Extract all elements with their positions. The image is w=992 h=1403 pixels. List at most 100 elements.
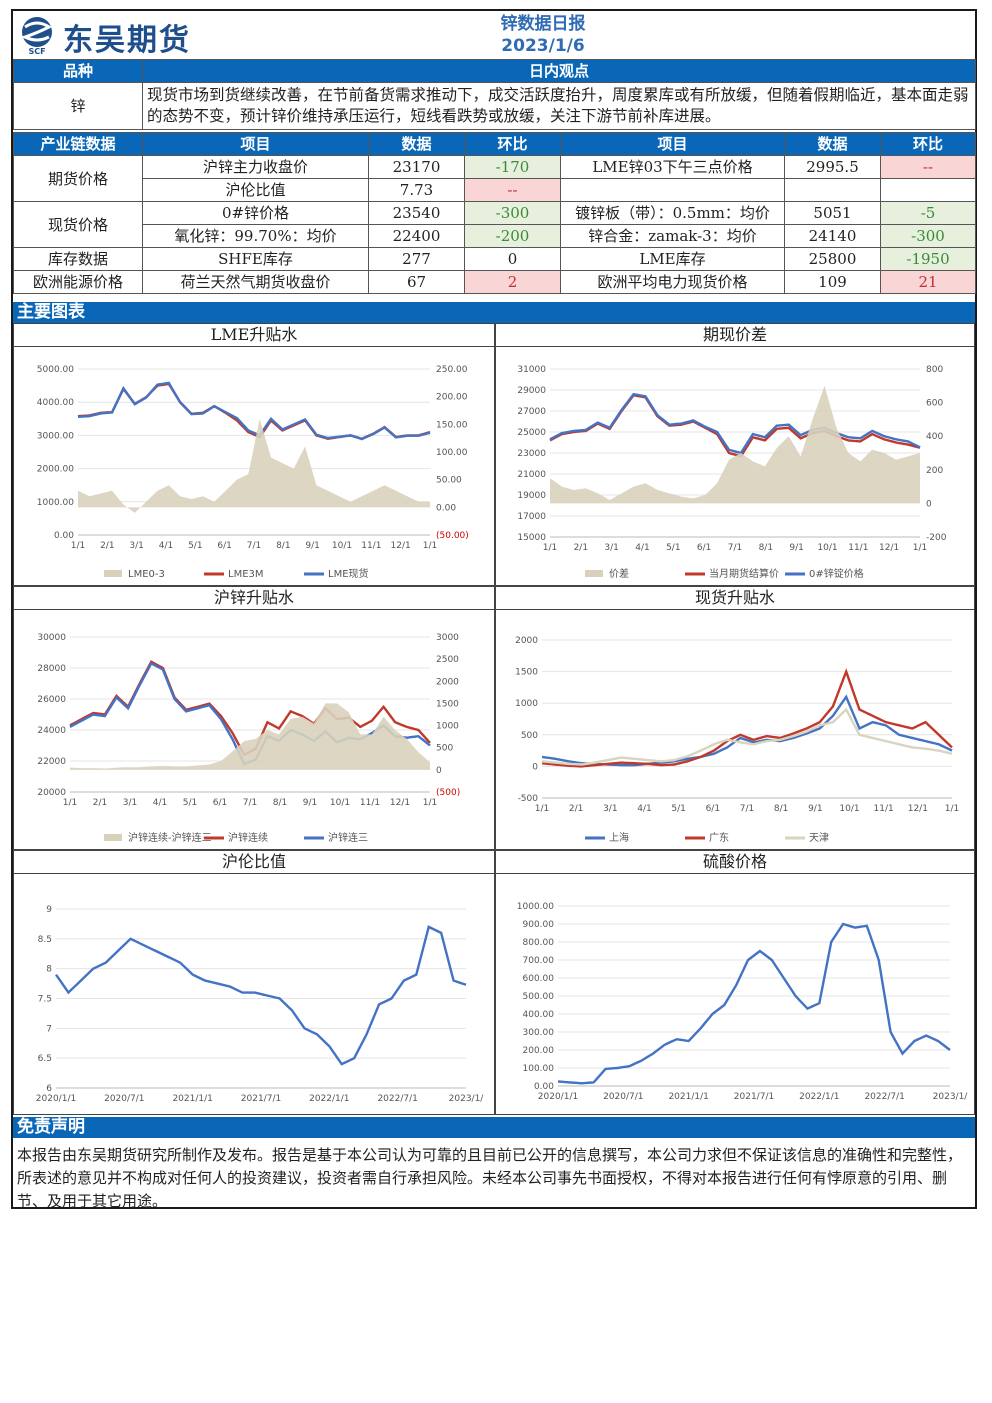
line-series xyxy=(541,668,953,768)
item-change: -300 xyxy=(880,224,976,248)
x-tick-label: 12/1 xyxy=(390,798,410,808)
item-value: 25800 xyxy=(784,247,881,271)
line-series xyxy=(541,707,953,766)
legend-swatch xyxy=(104,834,122,841)
y-tick-label: 500.00 xyxy=(523,992,555,1002)
legend-swatch xyxy=(104,570,122,577)
x-tick-label: 11/1 xyxy=(360,798,380,808)
charts-section-title: 主要图表 xyxy=(13,302,975,323)
x-tick-label: 2020/7/1 xyxy=(104,1094,144,1104)
item-value: 23170 xyxy=(368,155,465,179)
item-change: -170 xyxy=(464,155,561,179)
legend-label: 当月期货结算价 xyxy=(709,567,779,580)
x-tick-label: 5/1 xyxy=(666,543,680,553)
item-name: 氧化锌：99.70%：均价 xyxy=(142,224,369,248)
chart-panel: LME升贴水 5000.00 4000.00 3000.00 2000.00 1000.… xyxy=(13,323,495,586)
x-tick-label: 8/1 xyxy=(759,543,773,553)
header-cell: 项目 xyxy=(560,132,785,156)
y-tick-label: 800.00 xyxy=(523,938,555,948)
basis-chart: 31000 29000 27000 25000 23000 21000 19000 17000… xyxy=(517,365,946,580)
item-value: 24140 xyxy=(784,224,881,248)
y2-tick-label: 200.00 xyxy=(436,393,468,403)
chart-title: 沪伦比值 xyxy=(14,851,494,874)
group-label: 现货价格 xyxy=(13,201,143,248)
y-tick-label: 15000 xyxy=(517,533,546,543)
chart-panel: 现货升贴水 2000 1500 1000 500 0 -500 1/1 2/1 3/1 4/1 5/… xyxy=(495,586,975,850)
y2-tick-label: (500) xyxy=(436,788,460,798)
chart-panel: 沪锌升贴水 30000 28000 26000 24000 22000 20000 3000… xyxy=(13,586,495,850)
header-cell: 数据 xyxy=(368,132,465,156)
item-name: 欧洲平均电力现货价格 xyxy=(560,270,785,294)
x-tick-label: 8/1 xyxy=(276,541,290,551)
x-tick-label: 2022/7/1 xyxy=(377,1094,417,1104)
y2-tick-label: 50.00 xyxy=(436,476,462,486)
x-tick-label: 4/1 xyxy=(159,541,173,551)
x-tick-label: 6/1 xyxy=(217,541,231,551)
y2-tick-label: 0.00 xyxy=(436,503,456,513)
legend-label: 沪锌连续-沪锌连三 xyxy=(128,831,212,844)
y-tick-label: 300.00 xyxy=(523,1028,555,1038)
legend-label: 价差 xyxy=(609,567,629,580)
item-value: 23540 xyxy=(368,201,465,225)
legend-label: 天津 xyxy=(809,832,829,844)
x-tick-label: 2/1 xyxy=(100,541,114,551)
area-series xyxy=(550,385,920,504)
x-tick-label: 1/1 xyxy=(543,543,557,553)
y-tick-label: 30000 xyxy=(37,633,66,643)
y-tick-label: 500 xyxy=(521,731,538,741)
y-tick-label: 27000 xyxy=(517,407,546,417)
y-tick-label: 9 xyxy=(46,905,52,915)
chart-title: 硫酸价格 xyxy=(496,851,974,874)
chart-panel: 期现价差 31000 29000 27000 25000 23000 21000 19000… xyxy=(495,323,975,586)
report-header: SCF 东吴期货 锌数据日报 2023/1/6 xyxy=(13,11,975,59)
x-tick-label: 2022/7/1 xyxy=(864,1092,904,1102)
x-tick-label: 2/1 xyxy=(93,798,107,808)
report-frame: SCF 东吴期货 锌数据日报 2023/1/6 品种 日内观点 锌 现货市场到货… xyxy=(11,9,977,1210)
sulfuric-acid-chart: 1000.00 900.00 800.00 700.00 600.00 500.00 400… xyxy=(517,902,969,1102)
x-tick-label: 1/1 xyxy=(945,804,959,814)
area-series xyxy=(70,703,430,770)
x-tick-label: 4/1 xyxy=(153,798,167,808)
item-name: 镀锌板（带）：0.5mm：均价 xyxy=(560,201,785,225)
chart-title: 现货升贴水 xyxy=(496,587,974,610)
item-name: 0#锌价格 xyxy=(142,201,369,225)
shfe-spread-chart: 3000028000260002400022000200003000250020… xyxy=(37,633,460,844)
x-tick-label: 11/1 xyxy=(848,543,868,553)
x-tick-label: 7/1 xyxy=(247,541,261,551)
table-row: 氧化锌：99.70%：均价 22400 -200 锌合金：zamak-3：均价 2414… xyxy=(14,224,976,248)
y2-tick-label: 1000 xyxy=(436,722,459,732)
report-title-block: 锌数据日报 2023/1/6 xyxy=(443,13,643,57)
y-tick-label: 29000 xyxy=(517,386,546,396)
y-tick-label: 200.00 xyxy=(523,1046,555,1056)
group-label: 欧洲能源价格 xyxy=(13,270,143,294)
y-tick-label: 7.5 xyxy=(38,995,52,1005)
legend-swatch xyxy=(585,570,603,577)
y2-tick-label: 0 xyxy=(926,499,932,509)
chart-title: 沪锌升贴水 xyxy=(14,587,494,610)
lme-spread-chart: 5000.00 4000.00 3000.00 2000.00 1000.00 0.00 2… xyxy=(37,365,469,580)
item-value: 2995.5 xyxy=(784,155,881,179)
table-row: 沪伦比值 7.73 -- xyxy=(14,178,976,202)
y2-tick-label: 1500 xyxy=(436,699,459,709)
table-row: 现货价格 0#锌价格 23540 -300 镀锌板（带）：0.5mm：均价 5051 -5 xyxy=(13,201,976,248)
y-tick-label: 28000 xyxy=(37,664,66,674)
x-tick-label: 1/1 xyxy=(423,798,437,808)
x-tick-label: 3/1 xyxy=(129,541,143,551)
header-cell: 环比 xyxy=(464,132,561,156)
report-title: 锌数据日报 xyxy=(500,14,586,34)
line-series xyxy=(549,392,921,455)
x-tick-label: 2023/1/ xyxy=(933,1092,969,1102)
x-tick-label: 5/1 xyxy=(188,541,202,551)
item-change: 21 xyxy=(880,270,976,294)
x-tick-label: 9/1 xyxy=(303,798,317,808)
item-change: -200 xyxy=(464,224,561,248)
y-tick-label: 3000.00 xyxy=(37,431,74,441)
legend-label: 广东 xyxy=(709,831,729,844)
item-name: LME库存 xyxy=(560,247,785,271)
item-change: -5 xyxy=(880,201,976,225)
x-tick-label: 2020/1/1 xyxy=(538,1092,578,1102)
variety-cell: 锌 xyxy=(13,82,143,130)
group-label: 期货价格 xyxy=(13,155,143,202)
item-name: LME锌03下午三点价格 xyxy=(560,155,785,179)
